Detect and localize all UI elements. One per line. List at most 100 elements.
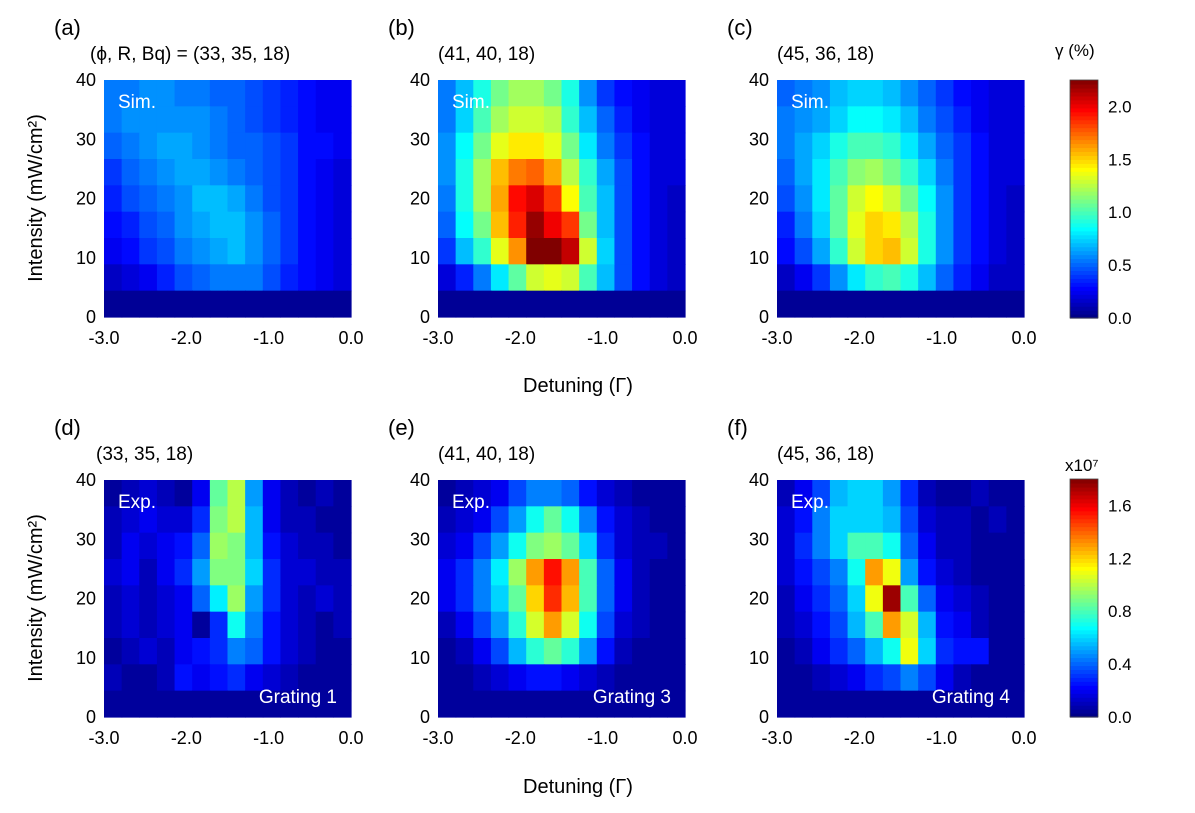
heatmap-cell bbox=[561, 506, 580, 534]
heatmap-cell bbox=[794, 532, 813, 560]
heatmap-cell bbox=[561, 264, 580, 292]
y-tick-label: 20 bbox=[749, 589, 769, 609]
heatmap-cell bbox=[649, 532, 668, 560]
colorbar-segment bbox=[1070, 135, 1098, 141]
heatmap-cell bbox=[490, 664, 510, 692]
colorbar-segment bbox=[1070, 103, 1098, 109]
heatmap-cell bbox=[315, 480, 334, 507]
heatmap-cell bbox=[632, 211, 651, 239]
heatmap-cell bbox=[918, 211, 937, 239]
heatmap-cell bbox=[298, 106, 317, 134]
heatmap-cell bbox=[632, 185, 651, 213]
heatmap-cell bbox=[614, 211, 633, 239]
heatmap-cell bbox=[1006, 506, 1025, 534]
heatmap-cell bbox=[988, 132, 1007, 160]
heatmap-cell bbox=[918, 480, 937, 507]
heatmap-cell bbox=[935, 638, 955, 665]
heatmap-cell bbox=[865, 585, 884, 613]
heatmap-cell bbox=[829, 106, 849, 134]
heatmap-cell bbox=[632, 664, 651, 692]
heatmap-cell bbox=[918, 264, 937, 292]
heatmap-cell bbox=[156, 211, 176, 239]
heatmap-cell bbox=[1006, 132, 1025, 160]
heatmap-cell bbox=[935, 159, 955, 186]
colorbar-segment bbox=[1070, 195, 1098, 200]
heatmap-cell bbox=[596, 611, 616, 639]
parameter-label: (41, 40, 18) bbox=[438, 444, 535, 465]
heatmap-cell bbox=[649, 264, 668, 292]
heatmap-cell bbox=[561, 80, 580, 107]
y-tick-label: 30 bbox=[410, 129, 430, 149]
heatmap-cell bbox=[508, 106, 527, 134]
heatmap-cell bbox=[192, 185, 211, 213]
colorbar-segment bbox=[1070, 681, 1098, 686]
heatmap-cell bbox=[900, 238, 919, 265]
heatmap-cell bbox=[777, 211, 796, 239]
colorbar-segment bbox=[1070, 621, 1098, 627]
heatmap-cell bbox=[935, 506, 955, 534]
heatmap-cell bbox=[953, 532, 972, 560]
colorbar-segment bbox=[1070, 139, 1098, 145]
heatmap-cell bbox=[227, 506, 246, 534]
heatmap-cell bbox=[777, 638, 796, 665]
heatmap-cell bbox=[227, 611, 246, 639]
heatmap-cell bbox=[865, 132, 884, 160]
heatmap-cell bbox=[935, 185, 955, 213]
heatmap-cell bbox=[649, 664, 668, 692]
heatmap-cell bbox=[865, 664, 884, 692]
heatmap-cell bbox=[104, 506, 123, 534]
heatmap-cell bbox=[882, 185, 902, 213]
colorbar-segment bbox=[1070, 80, 1098, 85]
heatmap-cell bbox=[192, 264, 211, 292]
y-tick-label: 40 bbox=[410, 470, 430, 490]
heatmap-cell bbox=[667, 638, 686, 665]
heatmap-cell bbox=[953, 185, 972, 213]
heatmap-cell bbox=[829, 290, 849, 318]
heatmap-cell bbox=[900, 664, 919, 692]
heatmap-cell bbox=[882, 211, 902, 239]
heatmap-cell bbox=[227, 290, 246, 318]
y-tick-label: 30 bbox=[749, 529, 769, 549]
heatmap-cell bbox=[847, 211, 866, 239]
heatmap-cell bbox=[918, 290, 937, 318]
heatmap-cell bbox=[262, 264, 282, 292]
heatmap-cell bbox=[174, 132, 193, 160]
heatmap-cell bbox=[473, 559, 492, 586]
heatmap-cell bbox=[865, 211, 884, 239]
parameter-label: (45, 36, 18) bbox=[777, 444, 874, 465]
heatmap-cell bbox=[971, 185, 990, 213]
heatmap-cell bbox=[777, 80, 796, 107]
heatmap-cell bbox=[174, 80, 193, 107]
heatmap-cell bbox=[139, 264, 158, 292]
colorbar-multiplier: x10⁷ bbox=[1065, 456, 1099, 475]
heatmap-cell bbox=[812, 611, 831, 639]
heatmap-cell bbox=[561, 290, 580, 318]
heatmap-cell bbox=[900, 611, 919, 639]
heatmap-cell bbox=[174, 559, 193, 586]
heatmap-cell bbox=[829, 185, 849, 213]
x-tick-label: -2.0 bbox=[171, 728, 202, 748]
heatmap-cell bbox=[121, 559, 140, 586]
colorbar-segment bbox=[1070, 534, 1098, 540]
x-tick-label: -2.0 bbox=[844, 328, 875, 348]
heatmap-cell bbox=[209, 559, 229, 586]
heatmap-cell bbox=[900, 532, 919, 560]
heatmap-cell bbox=[579, 106, 598, 134]
heatmap-cell bbox=[579, 690, 598, 718]
heatmap-cell bbox=[561, 611, 580, 639]
colorbar-segment bbox=[1070, 566, 1098, 571]
heatmap-cell bbox=[156, 264, 176, 292]
colorbar-segment bbox=[1070, 697, 1098, 702]
heatmap-cell bbox=[104, 690, 123, 718]
heatmap-cell bbox=[209, 611, 229, 639]
parameter-label: (41, 40, 18) bbox=[438, 44, 535, 65]
heatmap-cell bbox=[438, 532, 457, 560]
heatmap-cell bbox=[192, 664, 211, 692]
heatmap-cell bbox=[777, 559, 796, 586]
heatmap-cell bbox=[900, 185, 919, 213]
heatmap-cell bbox=[918, 585, 937, 613]
heatmap-cell bbox=[794, 559, 813, 586]
heatmap-cell bbox=[935, 480, 955, 507]
heatmap-cell bbox=[139, 532, 158, 560]
heatmap-cell bbox=[455, 159, 474, 186]
